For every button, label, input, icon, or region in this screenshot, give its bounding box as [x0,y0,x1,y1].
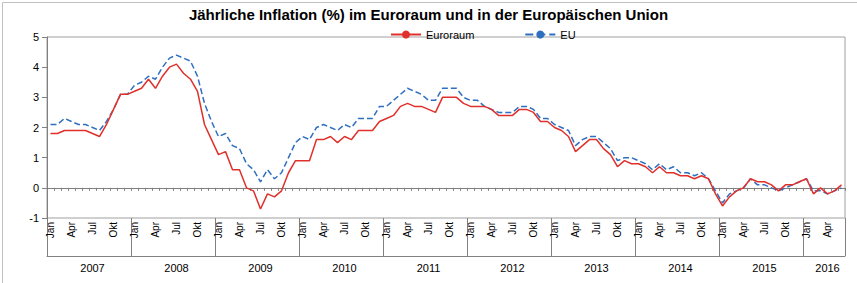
svg-text:Apr: Apr [66,221,77,237]
svg-text:Jan: Jan [213,222,224,238]
svg-text:Jul: Jul [591,222,602,235]
svg-text:Jul: Jul [171,222,182,235]
svg-text:2: 2 [33,122,39,134]
svg-text:2010: 2010 [332,262,356,274]
svg-text:0: 0 [33,182,39,194]
svg-text:Jan: Jan [633,222,644,238]
svg-text:Jan: Jan [297,222,308,238]
svg-text:Jan: Jan [465,222,476,238]
svg-text:Apr: Apr [822,221,833,237]
svg-text:Apr: Apr [654,221,665,237]
svg-text:2013: 2013 [584,262,608,274]
svg-text:Okt: Okt [360,222,371,238]
svg-text:1: 1 [33,152,39,164]
svg-text:Jul: Jul [339,222,350,235]
svg-text:Okt: Okt [444,222,455,238]
svg-text:Apr: Apr [738,221,749,237]
svg-text:Jul: Jul [759,222,770,235]
svg-text:Jan: Jan [129,222,140,238]
svg-text:Okt: Okt [192,222,203,238]
svg-text:Jährliche Inflation (%) im Eur: Jährliche Inflation (%) im Euroraum und … [189,6,668,23]
svg-text:2014: 2014 [668,262,692,274]
svg-text:Jul: Jul [675,222,686,235]
svg-text:Apr: Apr [318,221,329,237]
svg-text:Okt: Okt [780,222,791,238]
svg-text:2008: 2008 [164,262,188,274]
svg-text:5: 5 [33,31,39,43]
svg-text:2011: 2011 [417,262,441,274]
svg-text:Jan: Jan [549,222,560,238]
svg-text:Jul: Jul [255,222,266,235]
svg-text:Okt: Okt [528,222,539,238]
svg-text:Okt: Okt [276,222,287,238]
svg-text:Jul: Jul [87,222,98,235]
svg-text:Jan: Jan [381,222,392,238]
svg-text:2015: 2015 [752,262,776,274]
svg-text:Jan: Jan [717,222,728,238]
svg-text:2009: 2009 [248,262,272,274]
svg-text:3: 3 [33,91,39,103]
svg-text:2007: 2007 [80,262,104,274]
svg-text:Okt: Okt [696,222,707,238]
svg-text:EU: EU [560,29,575,41]
svg-text:2016: 2016 [815,262,839,274]
svg-text:Jul: Jul [507,222,518,235]
svg-text:Okt: Okt [108,222,119,238]
svg-text:Apr: Apr [402,221,413,237]
svg-text:Jan: Jan [45,222,56,238]
svg-text:-1: -1 [29,212,39,224]
svg-text:Apr: Apr [234,221,245,237]
svg-text:Euroraum: Euroraum [426,29,474,41]
svg-text:Jul: Jul [423,222,434,235]
svg-text:Okt: Okt [612,222,623,238]
svg-text:4: 4 [33,61,39,73]
svg-text:Apr: Apr [570,221,581,237]
svg-text:2012: 2012 [500,262,524,274]
svg-text:Jan: Jan [801,222,812,238]
svg-text:Apr: Apr [486,221,497,237]
svg-text:Apr: Apr [150,221,161,237]
